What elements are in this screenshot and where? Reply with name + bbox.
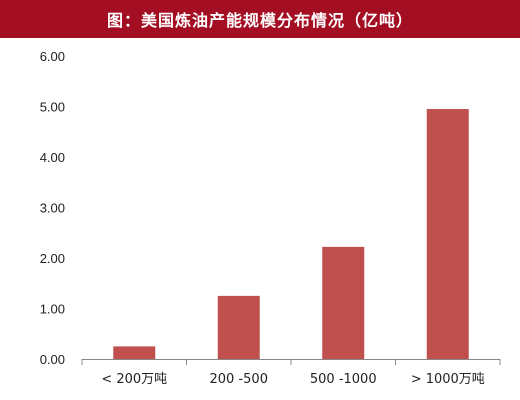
bar-chart: 0.00 1.00 2.00 3.00 4.00 5.00 6.00 < 200万吨 200 …: [40, 49, 501, 387]
y-tick-label: 3.00: [40, 201, 65, 216]
x-axis-labels: < 200万吨 200 -500 500 -1000 > 1000万吨: [101, 372, 484, 387]
bar: [113, 346, 156, 359]
bar: [322, 246, 365, 359]
x-category-label: 200 -500: [210, 372, 268, 387]
y-tick-label: 4.00: [40, 150, 65, 165]
bar: [426, 109, 469, 360]
y-axis-ticks: 0.00 1.00 2.00 3.00 4.00 5.00 6.00: [40, 49, 65, 367]
x-category-label: 500 -1000: [310, 372, 377, 387]
y-tick-label: 5.00: [40, 100, 65, 115]
x-category-label: < 200万吨: [101, 372, 167, 387]
chart-title: 图：美国炼油产能规模分布情况（亿吨）: [106, 11, 413, 30]
y-tick-label: 0.00: [40, 352, 65, 367]
title-bar: 图：美国炼油产能规模分布情况（亿吨）: [0, 0, 520, 38]
y-tick-label: 6.00: [40, 49, 65, 64]
x-category-label: > 1000万吨: [411, 372, 485, 387]
y-tick-label: 2.00: [40, 251, 65, 266]
bar: [217, 295, 260, 359]
bars-group: [113, 109, 469, 360]
y-tick-label: 1.00: [40, 302, 65, 317]
x-axis-ticks: [81, 359, 501, 365]
